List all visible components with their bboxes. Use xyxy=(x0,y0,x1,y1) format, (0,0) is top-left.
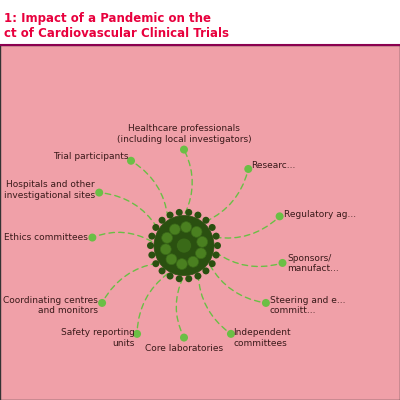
Circle shape xyxy=(162,232,172,243)
Circle shape xyxy=(278,259,286,267)
Circle shape xyxy=(191,226,202,237)
Circle shape xyxy=(194,212,202,219)
Circle shape xyxy=(194,272,202,280)
Bar xyxy=(0,45,400,400)
Circle shape xyxy=(197,236,208,247)
Circle shape xyxy=(166,254,177,265)
Circle shape xyxy=(148,233,155,240)
Circle shape xyxy=(154,216,214,276)
Text: 1: Impact of a Pandemic on the: 1: Impact of a Pandemic on the xyxy=(4,12,211,25)
Circle shape xyxy=(214,242,221,249)
Circle shape xyxy=(176,209,183,216)
Circle shape xyxy=(147,242,154,249)
Circle shape xyxy=(188,256,198,267)
Circle shape xyxy=(158,267,166,274)
Circle shape xyxy=(88,234,96,242)
Circle shape xyxy=(209,224,216,231)
Circle shape xyxy=(133,330,141,338)
Text: Regulatory ag...: Regulatory ag... xyxy=(284,210,356,220)
Circle shape xyxy=(244,165,252,173)
Circle shape xyxy=(209,260,216,267)
Circle shape xyxy=(180,146,188,154)
Circle shape xyxy=(196,248,206,259)
Circle shape xyxy=(276,212,284,220)
Circle shape xyxy=(185,209,192,216)
Text: Independent
committees: Independent committees xyxy=(233,328,291,348)
Circle shape xyxy=(160,244,171,255)
Circle shape xyxy=(98,299,106,307)
Circle shape xyxy=(176,238,192,253)
Text: Healthcare professionals
(including local investigators): Healthcare professionals (including loca… xyxy=(117,124,251,144)
Circle shape xyxy=(213,252,220,258)
Text: Researc...: Researc... xyxy=(251,161,296,170)
Circle shape xyxy=(185,275,192,282)
Circle shape xyxy=(176,259,187,270)
Circle shape xyxy=(152,260,159,267)
Circle shape xyxy=(166,272,174,280)
Circle shape xyxy=(176,275,183,282)
Text: Ethics committees: Ethics committees xyxy=(4,233,88,242)
Circle shape xyxy=(227,330,235,338)
Circle shape xyxy=(127,157,135,165)
Circle shape xyxy=(166,212,174,219)
Text: Safety reporting
units: Safety reporting units xyxy=(61,328,135,348)
Text: Trial participants: Trial participants xyxy=(53,152,128,161)
Circle shape xyxy=(180,334,188,342)
Text: ct of Cardiovascular Clinical Trials: ct of Cardiovascular Clinical Trials xyxy=(4,27,229,40)
Circle shape xyxy=(181,222,192,232)
Circle shape xyxy=(148,252,155,258)
Circle shape xyxy=(202,267,210,274)
Circle shape xyxy=(158,217,166,224)
Circle shape xyxy=(95,188,103,196)
Text: Hospitals and other
investigational sites: Hospitals and other investigational site… xyxy=(4,180,95,200)
Circle shape xyxy=(213,233,220,240)
Text: Sponsors/
manufact...: Sponsors/ manufact... xyxy=(287,254,339,274)
Circle shape xyxy=(202,217,210,224)
Text: Core laboratories: Core laboratories xyxy=(145,344,223,352)
Circle shape xyxy=(262,299,270,307)
Circle shape xyxy=(152,224,159,231)
Text: Coordinating centres
and monitors: Coordinating centres and monitors xyxy=(3,296,98,315)
Circle shape xyxy=(170,224,180,235)
Text: Steering and e...
committ...: Steering and e... committ... xyxy=(270,296,345,315)
